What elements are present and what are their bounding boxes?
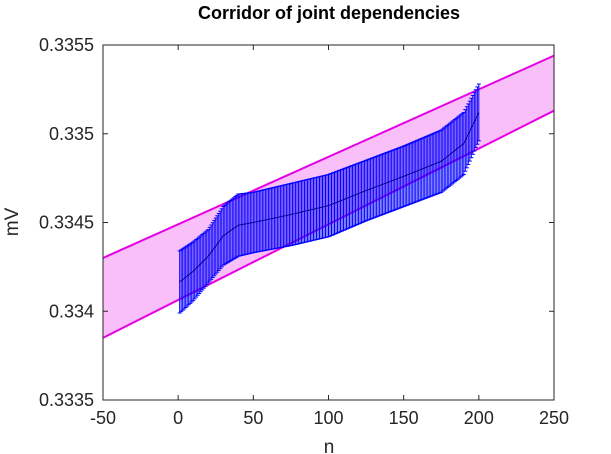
x-tick-label: 50	[243, 408, 263, 428]
x-tick-label: 200	[464, 408, 494, 428]
y-tick-label: 0.3335	[39, 390, 94, 410]
y-tick-label: 0.335	[49, 124, 94, 144]
x-tick-label: 100	[313, 408, 343, 428]
x-tick-label: 150	[389, 408, 419, 428]
interval-midline	[179, 112, 480, 283]
y-tick-label: 0.3345	[39, 213, 94, 233]
y-axis-label: mV	[2, 207, 23, 236]
y-tick-label: 0.3355	[39, 35, 94, 55]
x-tick-label: 250	[539, 408, 569, 428]
axes: -50 0 50 100 150 200 250 0.3335 0.334 0.3345 0.335…	[39, 35, 569, 428]
x-axis-label: n	[324, 437, 335, 454]
chart-title: Corridor of joint dependencies	[198, 3, 460, 23]
x-tick-label: -50	[90, 408, 116, 428]
y-tick-label: 0.334	[49, 301, 94, 321]
plot-area	[102, 54, 555, 339]
x-tick-label: 0	[173, 408, 183, 428]
